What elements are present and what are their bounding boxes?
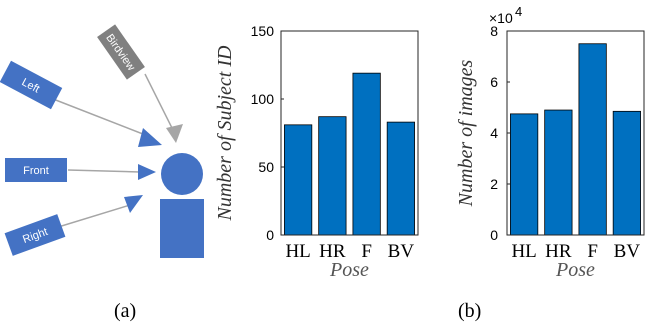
chart1-axes-box xyxy=(280,30,419,236)
chart1-bar-HL xyxy=(284,124,313,236)
chart2-x-axis-title: Pose xyxy=(555,259,595,281)
right-camera-box: Right xyxy=(4,214,66,256)
front-label: Front xyxy=(23,165,49,177)
caption-b: (b) xyxy=(458,300,482,322)
chart1-y-tick-label-1: 50 xyxy=(258,159,274,175)
chart2-scale-exponent: 4 xyxy=(515,4,522,19)
chart1-x-tick-HR: HR xyxy=(319,241,346,262)
birdview-arrow-line xyxy=(144,73,173,129)
person-head-icon xyxy=(161,153,203,195)
chart2-bar-F xyxy=(578,43,607,236)
chart1-x-tick-BV: BV xyxy=(388,241,415,262)
chart2-x-tick-HR: HR xyxy=(545,241,572,262)
chart2-y-axis-title: Number of images xyxy=(455,59,477,207)
chart2-y-tick-label-2: 4 xyxy=(490,125,498,141)
chart1-y-tick-label-3: 150 xyxy=(251,23,275,39)
chart1-y-tick-label-2: 100 xyxy=(251,91,275,107)
chart1-x-tick-F: F xyxy=(361,241,372,262)
chart2-y-tick-label-1: 2 xyxy=(490,176,498,192)
left-arrow-line xyxy=(47,96,149,137)
right-arrow-line xyxy=(54,204,131,229)
chart2-bar-HL xyxy=(510,113,539,236)
chart1-bar-HR xyxy=(318,116,347,236)
chart2-y-tick-label-3: 6 xyxy=(490,74,498,90)
chart1-y-axis-title: Number of Subject ID xyxy=(214,45,236,222)
chart2-y-tick-label-0: 0 xyxy=(490,227,498,243)
chart1-x-axis-title: Pose xyxy=(329,259,369,281)
chart2-bar-BV xyxy=(612,110,641,236)
birdview-arrowhead-icon xyxy=(166,124,183,143)
chart2-x-tick-HL: HL xyxy=(511,241,536,262)
front-arrow-line xyxy=(67,169,141,173)
person-body-icon xyxy=(160,199,204,258)
chart2-x-tick-F: F xyxy=(587,241,598,262)
front-arrowhead-icon xyxy=(138,164,156,180)
right-arrowhead-icon xyxy=(124,195,143,213)
caption-a: (a) xyxy=(114,300,137,322)
chart2-bar-HR xyxy=(544,109,573,236)
chart2-x-tick-BV: BV xyxy=(614,241,641,262)
chart1-bar-BV xyxy=(386,121,415,236)
chart1-y-tick-label-0: 0 xyxy=(266,227,274,243)
front-camera-box: Front xyxy=(5,158,67,182)
chart2-y-tick-label-4: 8 xyxy=(490,23,498,39)
left-camera-box: Left xyxy=(0,60,63,110)
chart1-bar-F xyxy=(352,72,381,236)
chart2-scale-label: ×10 xyxy=(489,10,513,26)
left-arrowhead-icon xyxy=(138,128,162,147)
chart1-x-tick-HL: HL xyxy=(285,241,310,262)
